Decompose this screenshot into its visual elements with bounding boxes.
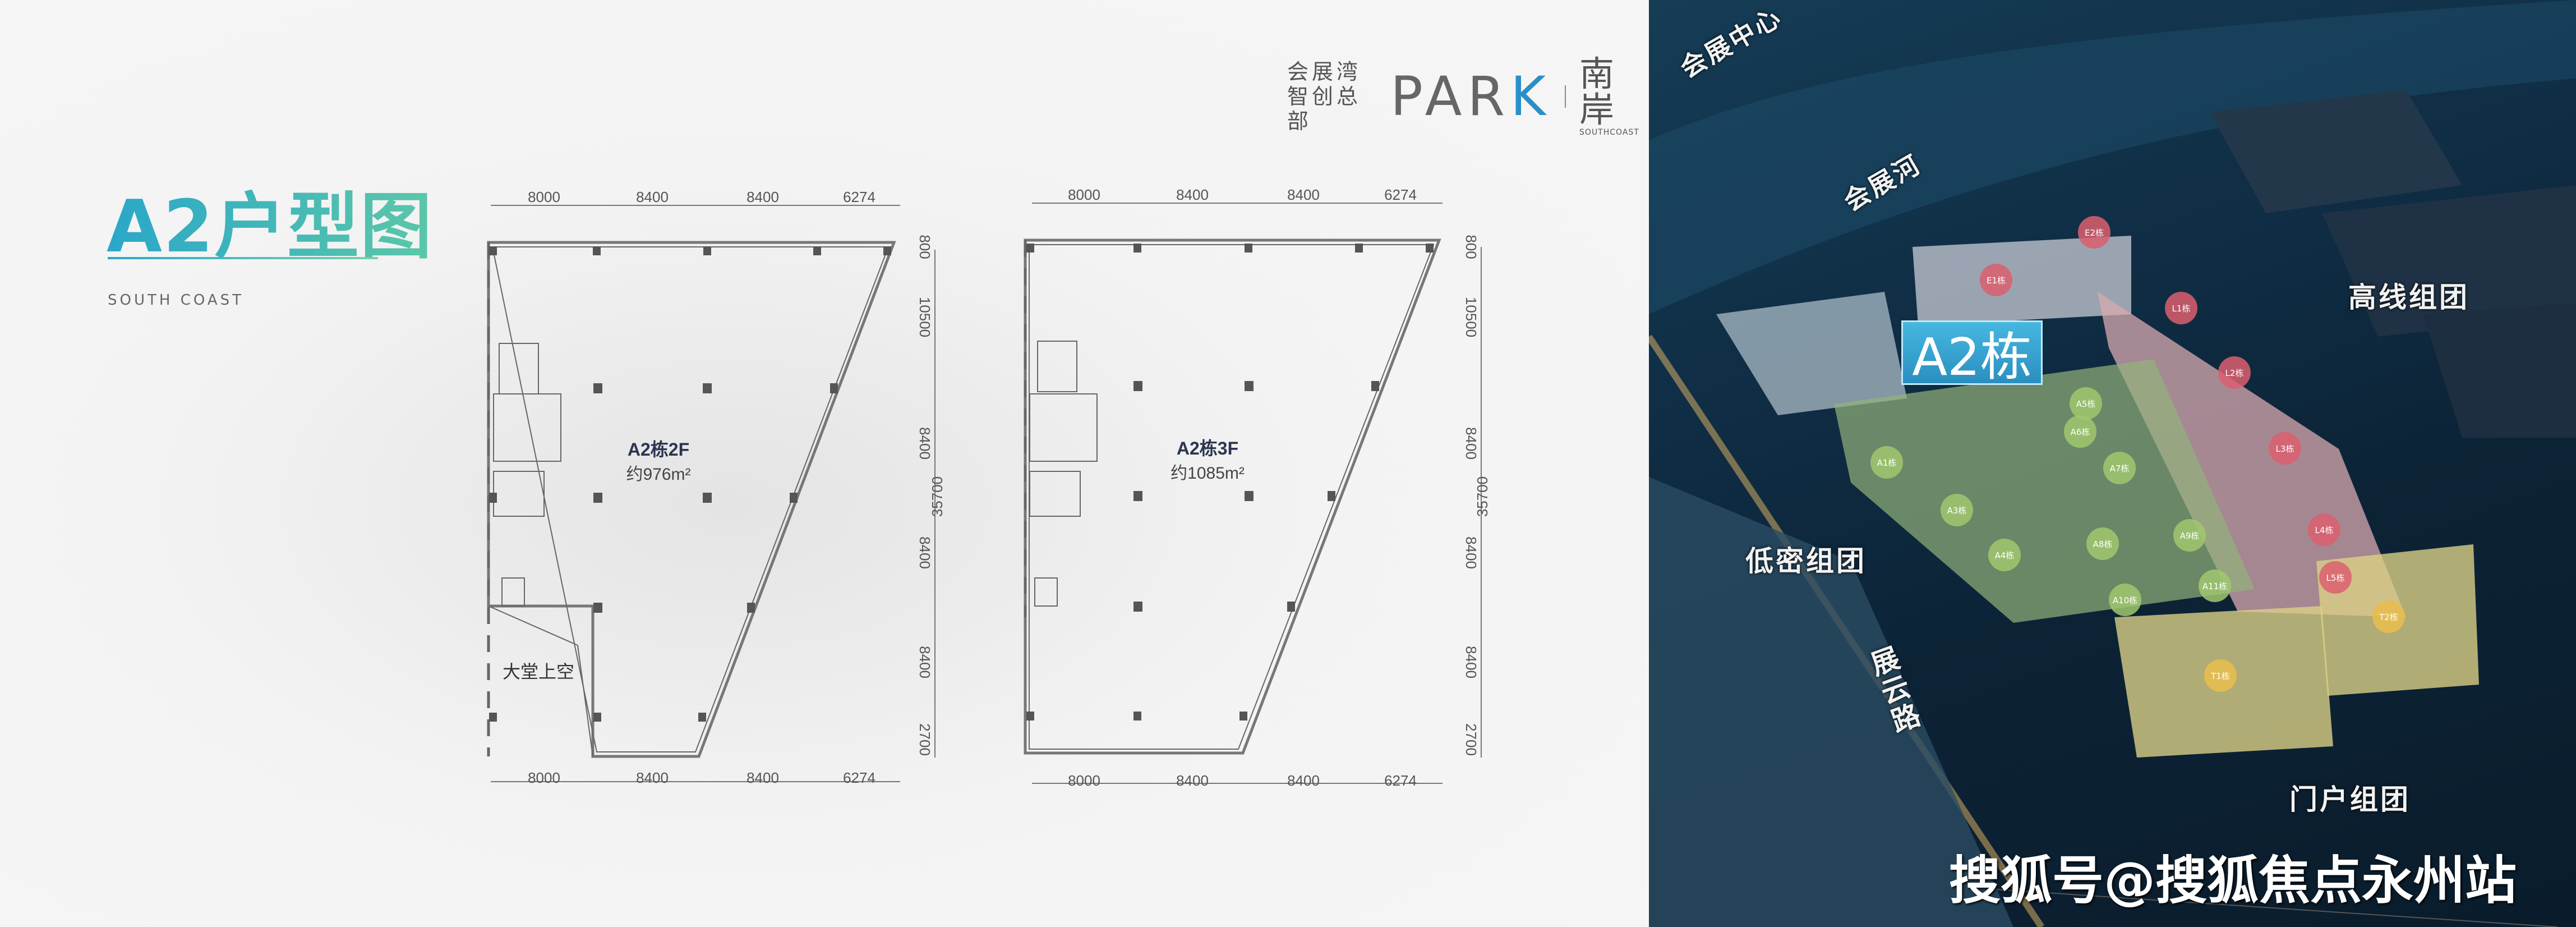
dim-side: 10500 [916,297,933,337]
logo-line1: 会展湾 [1287,59,1362,84]
building-marker: A8栋 [2086,527,2119,560]
logo-brand: 南岸 SOUTHCOAST [1579,56,1649,137]
building-marker: L4栋 [2308,513,2340,546]
dim-bottom: 8400 [636,769,669,786]
label-gateway-group: 门户组团 [2289,783,2411,816]
building-marker: T1栋 [2204,659,2237,692]
dim-bottom: 8000 [528,769,560,786]
page-subtitle: SOUTH COAST [108,292,245,309]
page-title: A2户型图 [107,168,433,272]
plan-3f-name: A2栋3F [1177,438,1238,458]
building-marker: A6栋 [2064,415,2096,448]
dim-side: 10500 [1463,297,1480,337]
dim-top: 6274 [843,189,875,205]
dim-side: 8400 [1463,646,1480,678]
plan-2f-name: A2栋2F [628,439,689,460]
dim-bottom: 8000 [1068,772,1100,789]
dim-total: 35700 [929,476,946,517]
title-underline [108,257,378,259]
building-marker: A11栋 [2199,570,2231,602]
building-marker: A7栋 [2103,452,2136,484]
building-marker: L1栋 [2165,292,2197,324]
building-marker: T2栋 [2372,600,2405,633]
floor-plan-panel: A2户型图 SOUTH COAST 会展湾 智创总部 PARK 南岸 SOUTHCO… [0,0,1649,927]
logo-park: PARK [1390,65,1551,128]
dim-total: 35700 [1474,476,1491,517]
dim-top: 8400 [1287,186,1320,203]
logo-line2: 智创总部 [1287,84,1362,134]
building-marker: A4栋 [1988,539,2021,571]
aerial-scene [1649,0,2576,927]
dim-side: 800 [916,235,933,259]
dim-side: 8400 [916,646,933,678]
brand-logo: 会展湾 智创总部 PARK 南岸 SOUTHCOAST [1287,56,1649,137]
dim-top: 8000 [528,189,560,205]
building-marker: L3栋 [2269,432,2301,465]
floor-plans: 8000 8400 8400 6274 8000 8400 8400 6274 … [487,186,1491,789]
label-high-line-group: 高线组团 [2348,281,2469,314]
dim-bottom: 8400 [746,769,779,786]
dim-top: 8400 [1176,186,1209,203]
dim-side: 2700 [1463,723,1480,756]
dim-top: 8400 [636,189,669,205]
building-marker: A5栋 [2070,387,2102,420]
dim-bottom: 6274 [1384,772,1417,789]
logo-divider [1565,85,1566,108]
dim-top: 8400 [746,189,779,205]
dim-bottom: 8400 [1287,772,1320,789]
dim-bottom: 6274 [843,769,875,786]
dim-side: 800 [1463,235,1480,259]
building-marker: E1栋 [1980,264,2012,296]
plan-2f-outline [487,241,896,758]
dim-top: 6274 [1384,186,1417,203]
plan-2f-void-label: 大堂上空 [503,662,574,682]
plan-3f-area: 约1085m² [1171,464,1245,483]
watermark: 搜狐号@搜狐焦点永州站 [1949,851,2517,911]
aerial-view: E2栋 E1栋 L1栋 L2栋 L3栋 L4栋 L5栋 A1栋 A3栋 A4栋 … [1649,0,2576,927]
dim-side: 8400 [916,427,933,460]
dim-side: 8400 [1463,427,1480,460]
columns [489,244,1434,722]
dim-side: 8400 [1463,536,1480,569]
label-low-density-group: 低密组团 [1745,545,1867,577]
building-marker: A1栋 [1870,446,1903,479]
logo-brand-en: SOUTHCOAST [1579,128,1639,137]
plan-2f-area: 约976m² [626,465,690,484]
building-marker: A10栋 [2109,584,2141,616]
building-marker: L5栋 [2319,561,2352,594]
building-marker: L2栋 [2218,356,2251,389]
dim-top: 8000 [1068,186,1100,203]
highlight-a2-building: A2栋 [1901,320,2043,387]
building-marker: E2栋 [2078,216,2110,249]
dimension-lines [491,203,1482,784]
logo-park-k: K [1510,65,1552,128]
dim-side: 2700 [916,723,933,756]
dim-side: 8400 [916,536,933,569]
building-marker: A9栋 [2173,519,2206,552]
dim-bottom: 8400 [1176,772,1209,789]
logo-brand-cn: 南岸 [1579,53,1615,130]
plan-3f-outline [1024,238,1441,755]
logo-park-text: PAR [1390,65,1511,128]
building-marker: A3栋 [1941,494,1973,526]
